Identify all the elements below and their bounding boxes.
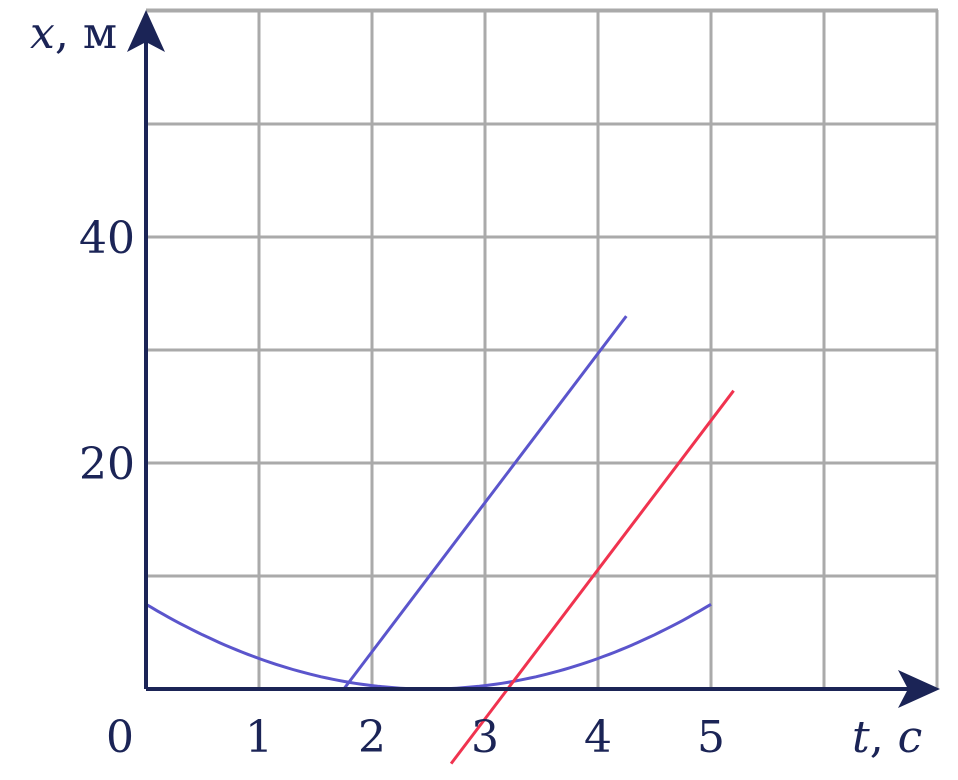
- x-tick-label: 1: [245, 712, 273, 763]
- series-line-1: [342, 315, 628, 690]
- tick-labels: 1 2 3 4 5 20 40: [79, 213, 725, 763]
- y-tick-label: 40: [79, 213, 135, 264]
- x-axis-arrow: [898, 670, 940, 708]
- x-tick-label: 3: [471, 712, 499, 763]
- x-tick-label: 2: [358, 712, 386, 763]
- origin-label: 0: [106, 712, 134, 763]
- x-tick-label: 4: [584, 712, 612, 763]
- y-axis-variable: x: [30, 8, 55, 59]
- y-tick-label: 20: [79, 439, 135, 490]
- plot-area: [145, 315, 735, 765]
- series-line-2: [449, 389, 735, 765]
- y-axis-label: x, м: [30, 8, 117, 59]
- x-axis-variable: t: [852, 712, 870, 763]
- grid: [146, 8, 939, 689]
- y-axis-separator: ,: [55, 8, 83, 59]
- axes: [127, 10, 940, 708]
- x-axis-separator: ,: [870, 712, 898, 763]
- labels: 0 x, м t, с: [30, 8, 922, 763]
- y-axis-unit: м: [83, 8, 117, 59]
- series-parabola-0: [145, 603, 712, 691]
- y-axis-arrow: [127, 10, 165, 52]
- x-axis-unit: с: [898, 712, 923, 763]
- x-tick-label: 5: [697, 712, 725, 763]
- x-axis-label: t, с: [852, 712, 922, 763]
